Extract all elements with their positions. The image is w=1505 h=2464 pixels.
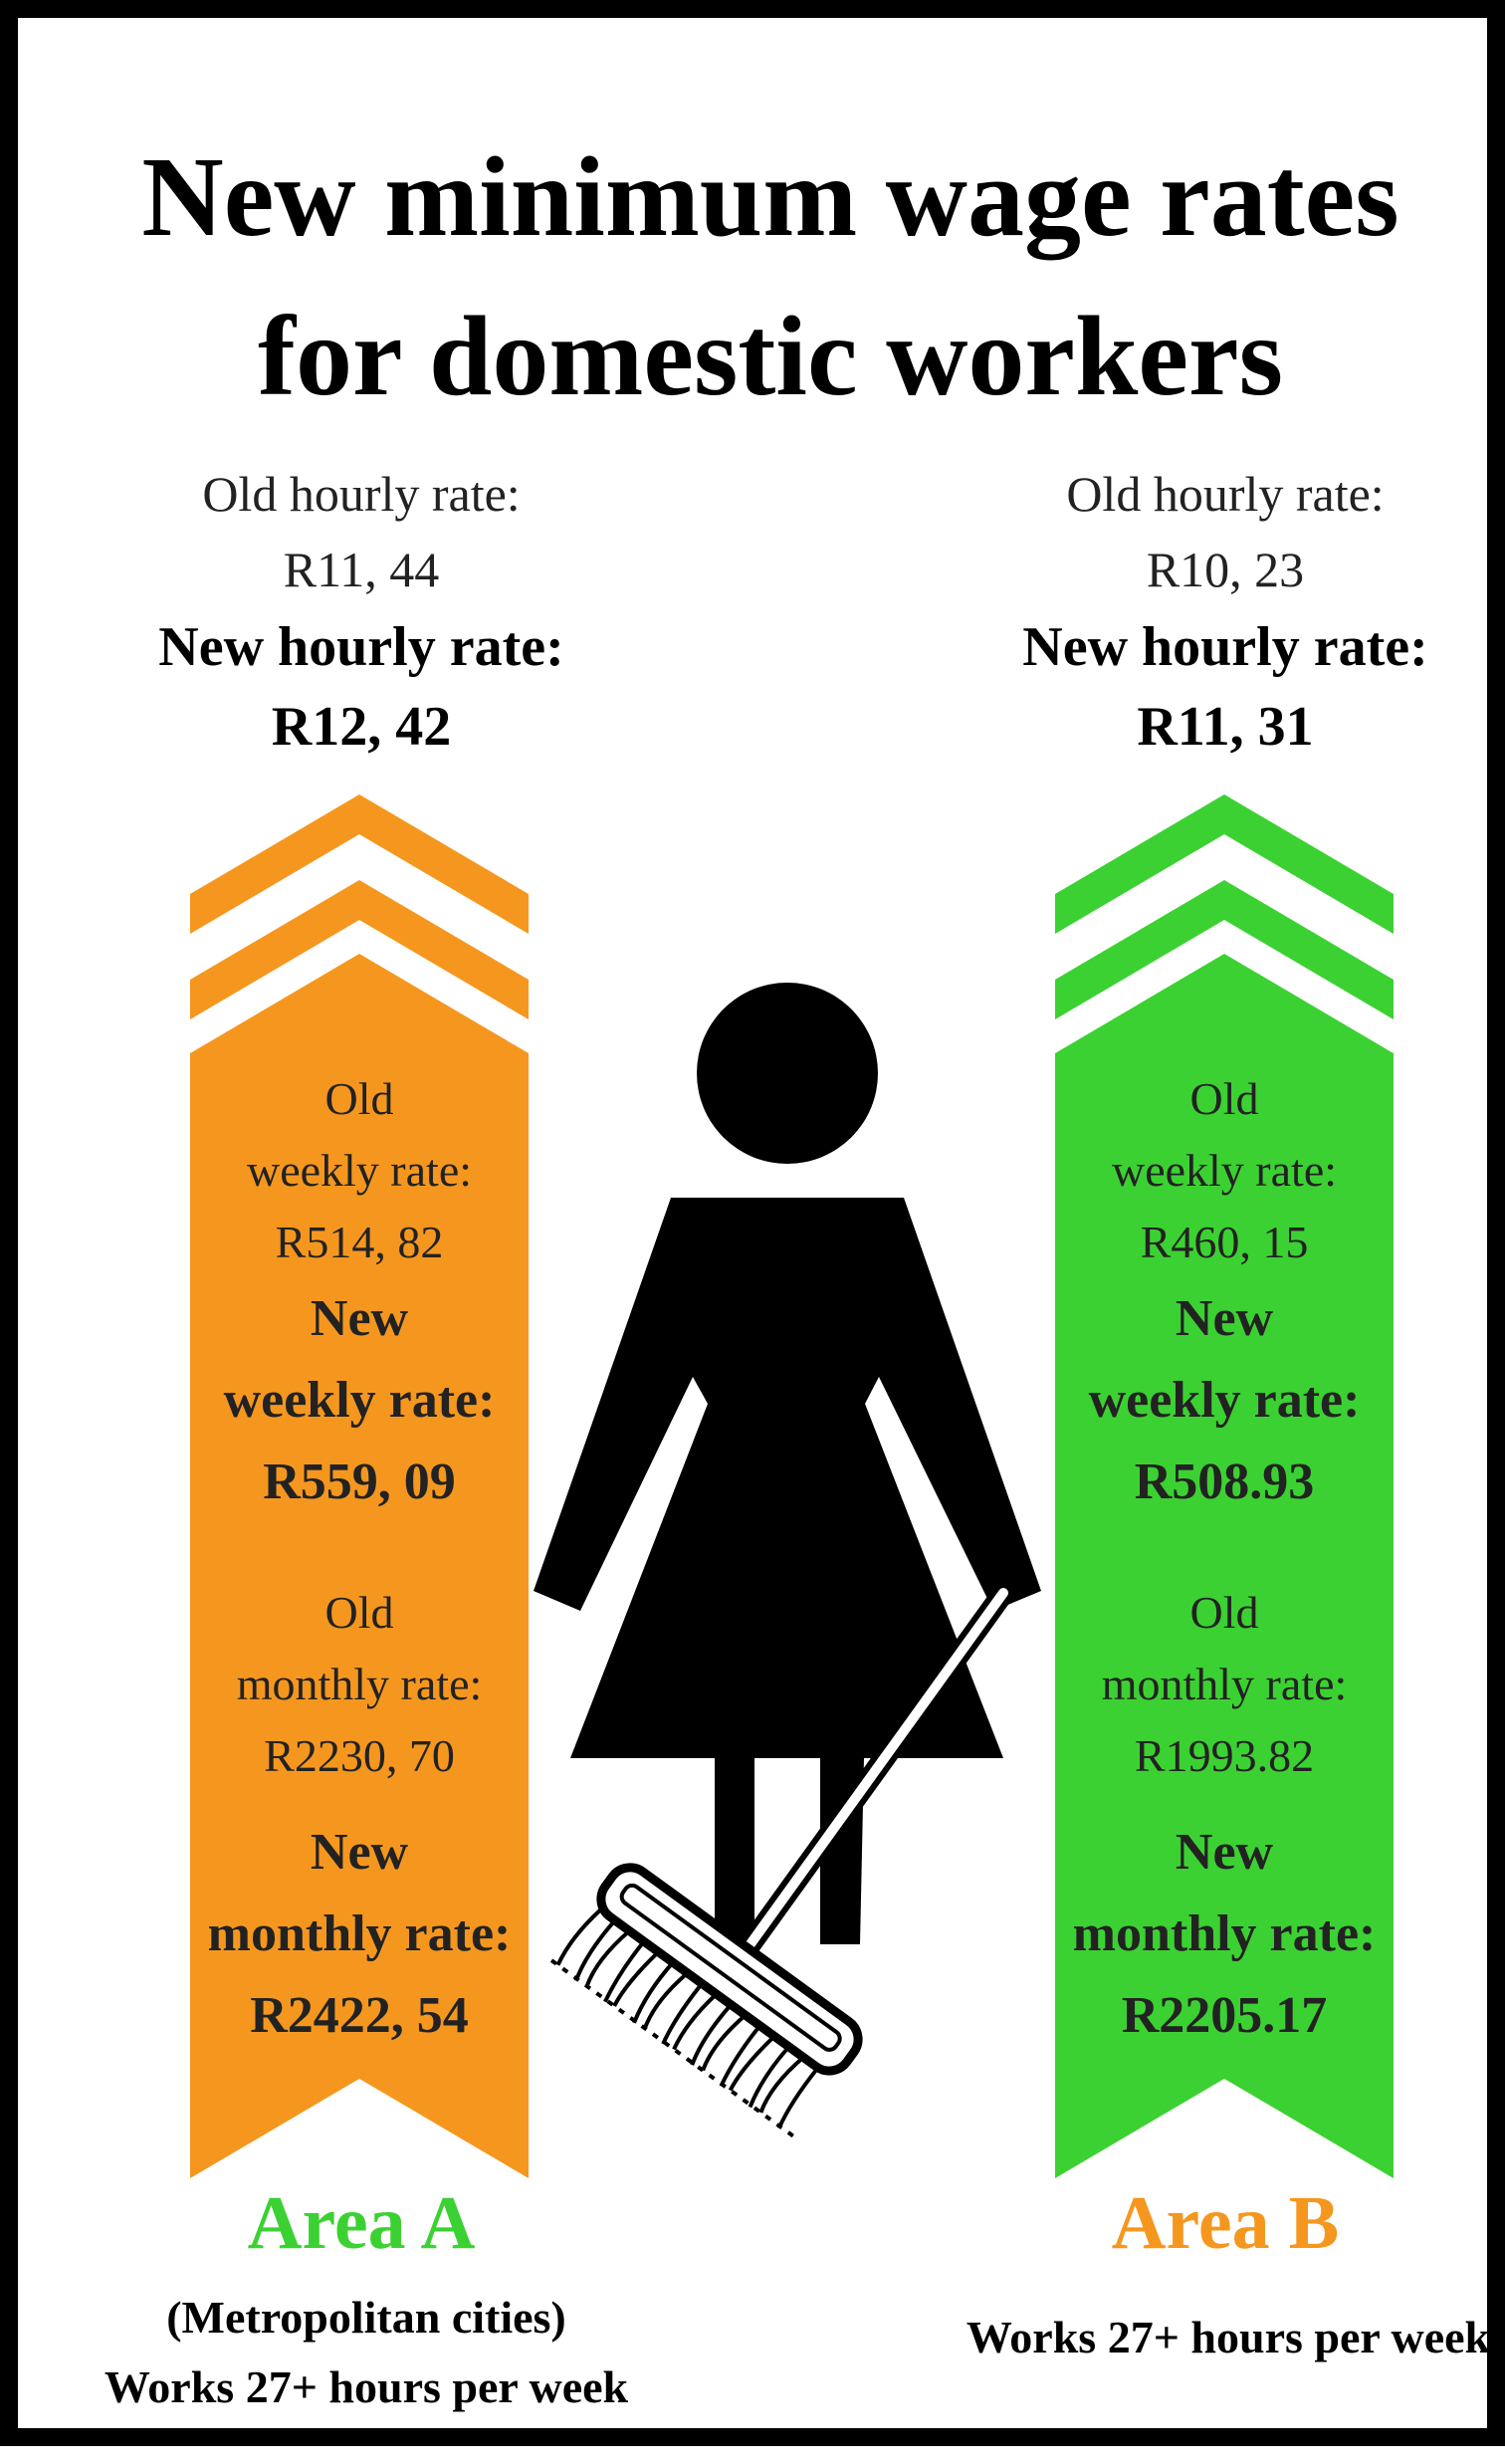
area-a-new-hourly-value: R12, 42 <box>271 696 452 758</box>
area-a-chevron-middle <box>190 880 529 1019</box>
area-b-banner-body <box>1055 954 1394 2178</box>
area-b-note: Works 27+ hours per week <box>880 2303 1505 2372</box>
area-b-new-monthly-value: R2205.17 <box>1121 1987 1328 2044</box>
area-a-note-line-2: Works 27+ hours per week <box>104 2361 629 2412</box>
area-a-old-monthly-label-2: monthly rate: <box>236 1659 483 1709</box>
area-a-title: Area A <box>247 2181 476 2265</box>
area-b-old-weekly-label-1: Old <box>1189 1073 1259 1124</box>
area-a-note: (Metropolitan cities) Works 27+ hours pe… <box>18 2283 715 2422</box>
title-line-2: for domestic workers <box>258 293 1283 419</box>
area-a-new-hourly-label: New hourly rate: <box>158 616 564 678</box>
area-b-monthly-rates: Old monthly rate: R1993.82 New monthly r… <box>1055 1577 1394 2057</box>
area-b-new-monthly-label-1: New <box>1175 1824 1274 1881</box>
area-a-old-weekly-label-2: weekly rate: <box>246 1145 473 1196</box>
area-a-old-monthly-value: R2230, 70 <box>264 1730 455 1781</box>
area-b-old-weekly-value: R460, 15 <box>1140 1217 1309 1267</box>
area-a-new-weekly-value: R559, 09 <box>263 1454 456 1510</box>
area-a-old-weekly-value: R514, 82 <box>275 1217 444 1267</box>
page-title: New minimum wage rates for domestic work… <box>18 117 1505 436</box>
area-b-chevron-middle <box>1055 880 1394 1019</box>
woman-icon <box>534 983 1041 1944</box>
title-line-1: New minimum wage rates <box>141 133 1399 260</box>
infographic-graphics <box>190 794 1394 2178</box>
area-b-new-hourly-label: New hourly rate: <box>1022 616 1428 678</box>
area-b-title: Area B <box>1111 2181 1340 2265</box>
area-a-banner <box>190 794 529 2178</box>
area-b-note-line-1: Works 27+ hours per week <box>966 2312 1491 2362</box>
area-b-new-hourly-value: R11, 31 <box>1137 696 1314 758</box>
area-b-old-monthly-label-1: Old <box>1189 1587 1259 1638</box>
area-a-note-line-1: (Metropolitan cities) <box>166 2292 566 2343</box>
broom-icon <box>549 1582 1014 2138</box>
area-b-hourly-rates: Old hourly rate: R10, 23 New hourly rate… <box>917 456 1505 767</box>
area-a-monthly-rates: Old monthly rate: R2230, 70 New monthly … <box>190 1577 529 2057</box>
area-a-new-weekly-label-1: New <box>310 1290 409 1347</box>
area-b-new-weekly-label-1: New <box>1175 1290 1274 1347</box>
area-a-old-monthly-label-1: Old <box>324 1587 394 1638</box>
area-b-old-weekly-label-2: weekly rate: <box>1111 1145 1338 1196</box>
area-a-new-weekly-label-2: weekly rate: <box>223 1372 496 1429</box>
area-b-old-monthly-value: R1993.82 <box>1134 1730 1315 1781</box>
area-a-old-hourly-value: R11, 44 <box>283 542 440 597</box>
area-b-chevron-top <box>1055 794 1394 934</box>
area-a-weekly-rates: Old weekly rate: R514, 82 New weekly rat… <box>190 1063 529 1523</box>
woman-head <box>697 983 878 1164</box>
area-b-banner <box>1055 794 1394 2178</box>
area-b-weekly-rates: Old weekly rate: R460, 15 New weekly rat… <box>1055 1063 1394 1523</box>
area-b-new-monthly-label-2: monthly rate: <box>1072 1905 1377 1962</box>
area-a-banner-body <box>190 954 529 2178</box>
area-a-new-monthly-value: R2422, 54 <box>250 1987 469 2044</box>
area-a-chevron-top <box>190 794 529 934</box>
area-b-old-hourly-value: R10, 23 <box>1146 542 1305 597</box>
area-b-old-monthly-label-2: monthly rate: <box>1101 1659 1348 1709</box>
area-a-new-monthly-label-1: New <box>310 1824 409 1881</box>
area-b-new-weekly-value: R508.93 <box>1134 1454 1315 1510</box>
area-b-old-hourly-label: Old hourly rate: <box>1066 466 1385 522</box>
area-a-hourly-rates: Old hourly rate: R11, 44 New hourly rate… <box>53 456 670 767</box>
area-a-new-monthly-label-2: monthly rate: <box>207 1905 512 1962</box>
area-b-new-weekly-label-2: weekly rate: <box>1088 1372 1361 1429</box>
woman-dress <box>534 1198 1041 1944</box>
area-a-old-weekly-label-1: Old <box>324 1073 394 1124</box>
area-a-old-hourly-label: Old hourly rate: <box>202 466 521 522</box>
